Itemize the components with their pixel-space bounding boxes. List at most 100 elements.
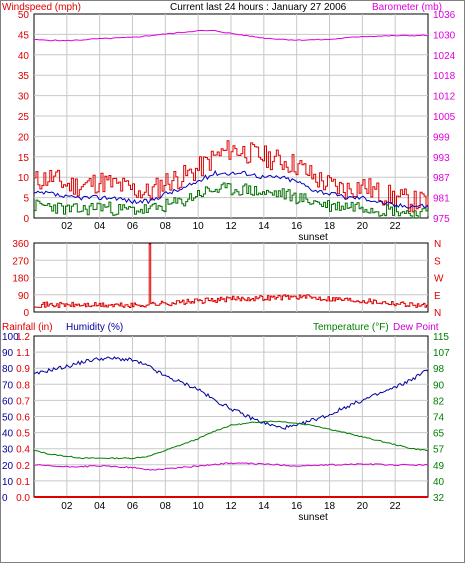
temperature-tick-labels: 32 40 49 57 65 74 82 90 98 107 115 [433, 332, 450, 504]
x-tick-label: 06 [127, 501, 139, 512]
rainfall-tick-label: 0.1 [16, 477, 30, 488]
x-tick-label: 14 [258, 501, 270, 512]
barometer-tick-label: 993 [433, 153, 450, 164]
temperature-tick-label: 115 [433, 332, 449, 343]
windspeed-tick-label: 40 [18, 51, 30, 62]
humidity-line [33, 356, 429, 430]
humidity-axis-title: Humidity (%) [66, 322, 123, 333]
temperature-tick-label: 57 [433, 445, 445, 456]
direction-series [34, 243, 429, 308]
windspeed-tick-label: 10 [18, 173, 30, 184]
rainfall-tick-label: 0.7 [16, 396, 30, 407]
x-tick-label: 08 [160, 501, 172, 512]
windspeed-gust-line [34, 140, 429, 213]
temperature-tick-label: 90 [433, 380, 445, 391]
x-tick-label: 16 [291, 501, 303, 512]
humidity-grid [33, 335, 429, 498]
direction-degree-label: 90 [18, 291, 30, 302]
rainfall-tick-label: 0.6 [16, 413, 30, 424]
barometer-tick-label: 999 [433, 132, 450, 143]
windspeed-low-line [34, 182, 429, 219]
windspeed-tick-label: 5 [23, 194, 29, 205]
barometer-tick-label: 1005 [433, 112, 456, 123]
direction-compass-label: W [434, 274, 444, 285]
barometer-axis-title: Barometer (mb) [372, 2, 442, 13]
humidity-tick-labels: 0 10 20 30 40 50 60 70 80 90 100 [2, 332, 19, 504]
humidity-tick-label: 30 [2, 445, 14, 456]
direction-compass-label: E [434, 291, 441, 302]
humidity-series [33, 356, 429, 498]
windspeed-tick-label: 50 [18, 10, 30, 21]
barometer-tick-label: 1036 [433, 10, 456, 21]
temperature-axis-title: Temperature (°F) [313, 322, 389, 333]
humidity-tick-label: 40 [2, 429, 14, 440]
windspeed-average-line [33, 169, 429, 209]
windspeed-axis-title: Windspeed (mph) [2, 2, 81, 13]
rainfall-tick-label: 0.9 [16, 364, 30, 375]
rainfall-tick-label: 0.8 [16, 380, 30, 391]
humidity-temperature-panel: Rainfall (in) Humidity (%) Temperature (… [2, 322, 450, 523]
x-tick-label: 10 [193, 221, 205, 232]
dewpoint-line [33, 462, 429, 471]
direction-degree-label: 180 [12, 274, 29, 285]
barometer-tick-label: 1012 [433, 92, 456, 103]
temperature-tick-label: 65 [433, 429, 445, 440]
rainfall-tick-label: 0.2 [16, 461, 30, 472]
humidity-tick-label: 70 [2, 380, 14, 391]
temperature-tick-label: 82 [433, 396, 445, 407]
direction-degree-label: 270 [12, 256, 29, 267]
humidity-tick-label: 50 [2, 413, 14, 424]
sunset-label-top: sunset [298, 232, 328, 243]
x-tick-label: 20 [357, 501, 369, 512]
x-tick-label: 04 [94, 221, 106, 232]
barometer-tick-label: 1024 [433, 51, 456, 62]
sunset-label-bottom: sunset [298, 512, 328, 523]
rainfall-tick-labels: 0.0 0.1 0.2 0.4 0.5 0.6 0.7 0.8 0.9 1.1 1.2 [16, 332, 30, 504]
windspeed-tick-label: 45 [18, 30, 30, 41]
barometer-tick-label: 1018 [433, 71, 456, 82]
windspeed-tick-label: 25 [18, 112, 30, 123]
rainfall-tick-label: 1.2 [16, 332, 30, 343]
x-tick-label: 08 [160, 221, 172, 232]
barometer-tick-label: 975 [433, 214, 450, 225]
x-tick-label: 02 [61, 221, 73, 232]
rainfall-tick-label: 1.1 [16, 348, 30, 359]
humidity-x-tick-labels: 02 04 06 08 10 12 14 16 18 20 22 [61, 501, 401, 512]
rainfall-tick-label: 0.4 [16, 445, 30, 456]
humidity-tick-label: 90 [2, 348, 14, 359]
x-tick-label: 16 [291, 221, 303, 232]
x-tick-label: 18 [324, 501, 336, 512]
humidity-tick-label: 80 [2, 364, 14, 375]
direction-compass-label: S [434, 256, 441, 267]
windspeed-tick-label: 35 [18, 71, 30, 82]
x-tick-label: 22 [390, 501, 402, 512]
temperature-tick-label: 98 [433, 364, 445, 375]
x-tick-label: 06 [127, 221, 139, 232]
humidity-tick-label: 10 [2, 477, 14, 488]
rainfall-tick-label: 0.0 [16, 493, 30, 504]
rainfall-tick-label: 0.5 [16, 429, 30, 440]
humidity-tick-label: 100 [2, 332, 19, 343]
dewpoint-axis-title: Dew Point [393, 322, 439, 333]
humidity-tick-label: 20 [2, 461, 14, 472]
humidity-tick-label: 0 [2, 493, 8, 504]
wind-direction-line [34, 243, 429, 308]
barometer-line [33, 29, 429, 42]
direction-degree-label: 0 [23, 308, 29, 319]
temperature-tick-label: 49 [433, 461, 445, 472]
wind-barometer-panel: Windspeed (mph) Current last 24 hours : … [2, 2, 456, 243]
x-tick-label: 20 [357, 221, 369, 232]
direction-compass-label: N [434, 308, 441, 319]
x-tick-label: 12 [225, 221, 237, 232]
x-tick-label: 04 [94, 501, 106, 512]
x-tick-label: 12 [225, 501, 237, 512]
x-tick-label: 22 [390, 221, 402, 232]
barometer-tick-label: 1030 [433, 30, 456, 41]
windspeed-tick-label: 0 [23, 214, 29, 225]
barometer-tick-label: 987 [433, 173, 450, 184]
direction-degree-label: 360 [12, 239, 29, 250]
wind-series [33, 29, 429, 219]
